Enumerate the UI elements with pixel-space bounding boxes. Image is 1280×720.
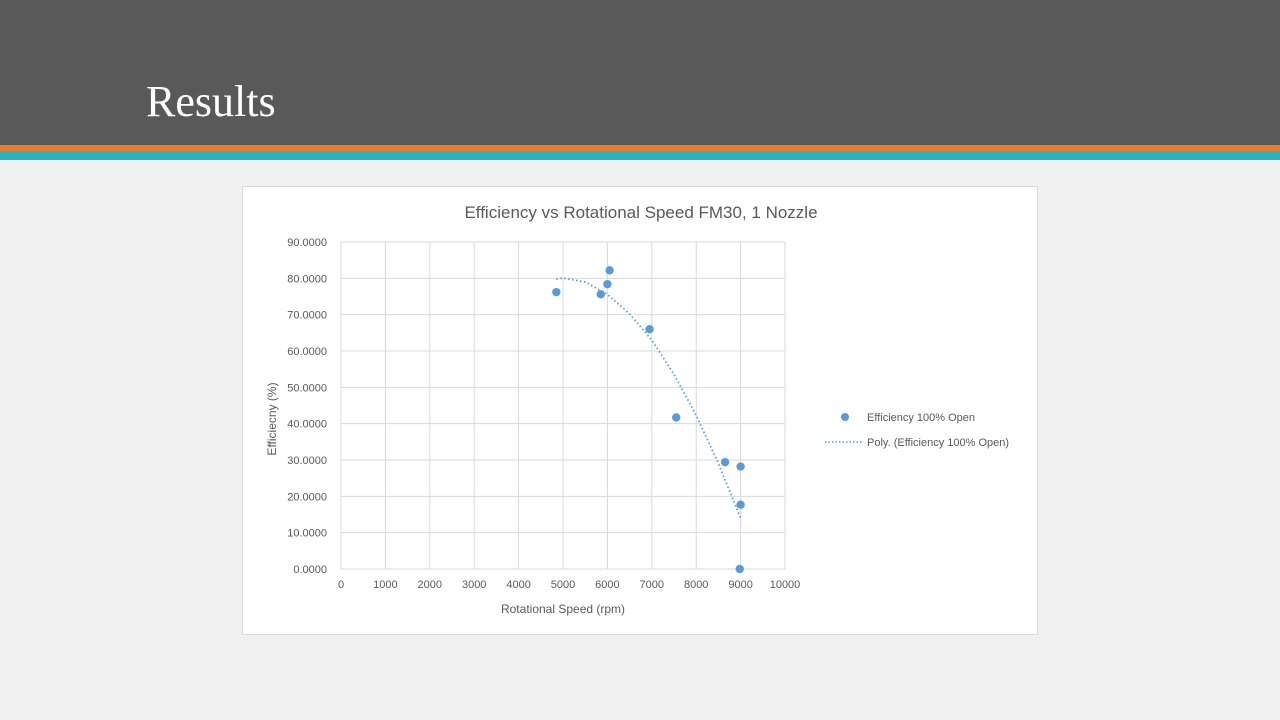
- accent-stripe-orange: [0, 145, 1280, 151]
- data-point: [552, 287, 561, 297]
- x-axis-label: Rotational Speed (rpm): [501, 602, 625, 616]
- data-point: [720, 457, 730, 467]
- data-point: [605, 266, 614, 275]
- gridlines: [340, 241, 786, 570]
- slide-header: Results: [0, 0, 1280, 145]
- x-tick-label: 0: [338, 579, 344, 591]
- x-tick-label: 3000: [462, 579, 486, 591]
- data-point: [603, 279, 612, 289]
- chart-frame: Efficiency vs Rotational Speed FM30, 1 N…: [242, 186, 1038, 635]
- y-tick-label: 20.0000: [287, 491, 327, 503]
- y-tick-label: 30.0000: [287, 455, 327, 467]
- x-tick-label: 6000: [595, 579, 619, 591]
- y-tick-label: 80.0000: [287, 273, 327, 285]
- y-axis-label: Efficiecny (%): [265, 382, 279, 455]
- x-tick-label: 2000: [418, 579, 442, 591]
- x-tick-label: 10000: [770, 579, 801, 591]
- x-tick-label: 7000: [640, 579, 664, 591]
- accent-stripe-teal: [0, 151, 1280, 160]
- x-tick-label: 8000: [684, 579, 708, 591]
- y-tick-label: 60.0000: [287, 346, 327, 358]
- y-tick-label: 90.0000: [287, 237, 327, 249]
- legend-label-trendline: Poly. (Efficiency 100% Open): [867, 437, 1009, 449]
- y-tick-label: 0.0000: [293, 564, 327, 576]
- y-tick-label: 70.0000: [287, 310, 327, 322]
- data-point: [735, 564, 744, 574]
- y-tick-label: 50.0000: [287, 382, 327, 394]
- data-point: [596, 290, 605, 299]
- y-tick-labels: 0.0000 10.0000 20.0000 30.0000 40.0000 50.000…: [287, 237, 327, 576]
- x-tick-label: 5000: [551, 579, 575, 591]
- x-tick-label: 4000: [506, 579, 530, 591]
- trendline-path: [556, 277, 742, 519]
- legend: Efficiency 100% Open Poly. (Efficiency 1…: [825, 412, 1009, 449]
- x-tick-labels: 0 1000 2000 3000 4000 5000 6000 7000 8000 9000 100…: [338, 579, 800, 591]
- trendline-layer: [556, 277, 742, 519]
- y-tick-label: 40.0000: [287, 419, 327, 431]
- data-point: [736, 462, 745, 471]
- chart-title: Efficiency vs Rotational Speed FM30, 1 N…: [464, 203, 817, 222]
- data-points: [552, 266, 745, 574]
- legend-marker-series: [841, 413, 849, 421]
- slide-title: Results: [146, 77, 276, 126]
- x-tick-label: 1000: [373, 579, 397, 591]
- y-tick-label: 10.0000: [287, 528, 327, 540]
- scatter-chart: Efficiency vs Rotational Speed FM30, 1 N…: [265, 203, 1009, 616]
- data-point: [672, 413, 681, 422]
- x-tick-label: 9000: [728, 579, 752, 591]
- data-point: [645, 325, 654, 334]
- legend-label-series: Efficiency 100% Open: [867, 412, 975, 424]
- data-point: [736, 500, 745, 509]
